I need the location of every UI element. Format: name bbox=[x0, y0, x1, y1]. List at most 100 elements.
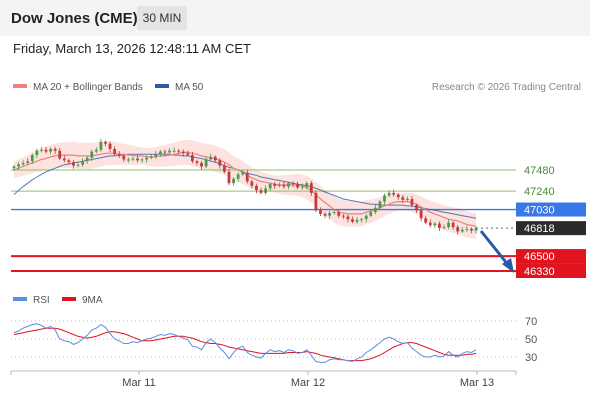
candle-body bbox=[465, 228, 469, 230]
candle-body bbox=[323, 213, 327, 216]
level-label-46818: 46818 bbox=[524, 223, 555, 235]
candle-body bbox=[373, 207, 377, 213]
candle-body bbox=[26, 161, 30, 163]
ma20-legend-swatch bbox=[13, 84, 27, 88]
candle-body bbox=[158, 151, 162, 155]
candle-body bbox=[383, 195, 386, 202]
candle-body bbox=[227, 171, 231, 184]
candle-body bbox=[140, 159, 144, 161]
candle-body bbox=[300, 186, 304, 188]
candle-body bbox=[76, 164, 80, 166]
candle-body bbox=[108, 143, 112, 149]
rsi-ma-legend-swatch bbox=[62, 297, 76, 301]
rsi-ma-legend-label: 9MA bbox=[82, 295, 103, 306]
x-tick-label-0: Mar 11 bbox=[122, 377, 155, 389]
candle-body bbox=[186, 153, 190, 156]
rsi-ma-line bbox=[13, 327, 477, 362]
candle-body bbox=[117, 154, 121, 156]
candle-body bbox=[58, 150, 62, 159]
candle-body bbox=[104, 141, 107, 144]
candle-body bbox=[190, 155, 194, 162]
candle-body bbox=[424, 218, 428, 223]
rsi-tick-30: 30 bbox=[525, 352, 537, 364]
candle-body bbox=[451, 222, 455, 228]
candle-body bbox=[181, 151, 185, 154]
candle-body bbox=[328, 213, 332, 216]
candle-body bbox=[415, 205, 418, 211]
candle-body bbox=[67, 160, 71, 163]
candle-body bbox=[81, 161, 85, 165]
candle-body bbox=[319, 210, 322, 214]
rsi-panel: 70 50 30 bbox=[11, 316, 537, 364]
candle-body bbox=[433, 223, 437, 226]
candle-body bbox=[131, 158, 135, 160]
candle-body bbox=[204, 159, 208, 167]
candle-body bbox=[405, 198, 409, 200]
candle-body bbox=[268, 184, 272, 189]
candle-body bbox=[35, 150, 39, 156]
level-label-46500: 46500 bbox=[524, 251, 555, 263]
candle-body bbox=[209, 156, 213, 160]
candle-body bbox=[53, 148, 57, 151]
candle-body bbox=[351, 219, 354, 222]
candle-body bbox=[149, 156, 153, 158]
candle-body bbox=[447, 222, 450, 228]
candle-body bbox=[200, 162, 203, 167]
candle-body bbox=[291, 183, 295, 185]
x-axis: Mar 11 Mar 12 Mar 13 bbox=[10, 371, 517, 389]
ma20-legend-label: MA 20 + Bollinger Bands bbox=[33, 82, 143, 93]
candle-body bbox=[113, 148, 117, 155]
candle-body bbox=[30, 155, 34, 162]
candle-body bbox=[438, 223, 441, 228]
candle-body bbox=[419, 210, 423, 219]
bollinger-band-area bbox=[14, 139, 476, 240]
candle-body bbox=[122, 155, 126, 160]
candle-body bbox=[145, 157, 149, 160]
level-label-47240: 47240 bbox=[524, 186, 555, 198]
candle-body bbox=[99, 141, 103, 150]
level-box-47030 bbox=[516, 202, 586, 217]
research-credit: Research © 2026 Trading Central bbox=[432, 82, 581, 93]
candle-body bbox=[264, 188, 267, 193]
candle-body bbox=[168, 150, 171, 153]
x-tick-label-2: Mar 13 bbox=[460, 377, 494, 389]
candle-body bbox=[396, 194, 400, 198]
timestamp: Friday, March 13, 2026 12:48:11 AM CET bbox=[13, 41, 251, 56]
candle-body bbox=[401, 197, 405, 200]
level-box-46500 bbox=[516, 249, 586, 264]
candle-body bbox=[309, 183, 313, 193]
candle-body bbox=[245, 172, 249, 182]
candle-body bbox=[273, 184, 277, 186]
candle-body bbox=[72, 162, 75, 166]
candle-body bbox=[136, 158, 139, 161]
candle-body bbox=[195, 161, 199, 163]
candle-body bbox=[62, 158, 66, 161]
ma50-line bbox=[13, 153, 477, 219]
candle-body bbox=[369, 212, 373, 216]
forecast-arrow-line bbox=[479, 230, 511, 267]
candle-body bbox=[172, 150, 176, 152]
candle-body bbox=[126, 159, 130, 161]
level-label-46330: 46330 bbox=[524, 266, 555, 278]
candle-body bbox=[223, 165, 226, 172]
level-box-46330 bbox=[516, 264, 586, 278]
ma50-legend-label: MA 50 bbox=[175, 82, 204, 93]
candle-body bbox=[232, 178, 235, 184]
candle-body bbox=[355, 220, 359, 222]
candle-body bbox=[40, 149, 43, 151]
candle-body bbox=[12, 166, 16, 169]
candle-body bbox=[470, 228, 473, 231]
level-label-47030: 47030 bbox=[524, 205, 555, 217]
candle-body bbox=[360, 219, 364, 221]
candle-body bbox=[213, 156, 217, 161]
timeframe-button[interactable]: 30 MIN bbox=[137, 6, 187, 30]
candle-body bbox=[341, 215, 345, 217]
candle-body bbox=[364, 215, 368, 220]
candle-body bbox=[177, 150, 181, 152]
chart-header: Dow Jones (CME) 30 MIN bbox=[0, 0, 590, 36]
candle-body bbox=[236, 174, 240, 179]
candle-body bbox=[346, 216, 350, 220]
rsi-legend-swatch bbox=[13, 297, 27, 301]
candle-body bbox=[474, 228, 478, 231]
